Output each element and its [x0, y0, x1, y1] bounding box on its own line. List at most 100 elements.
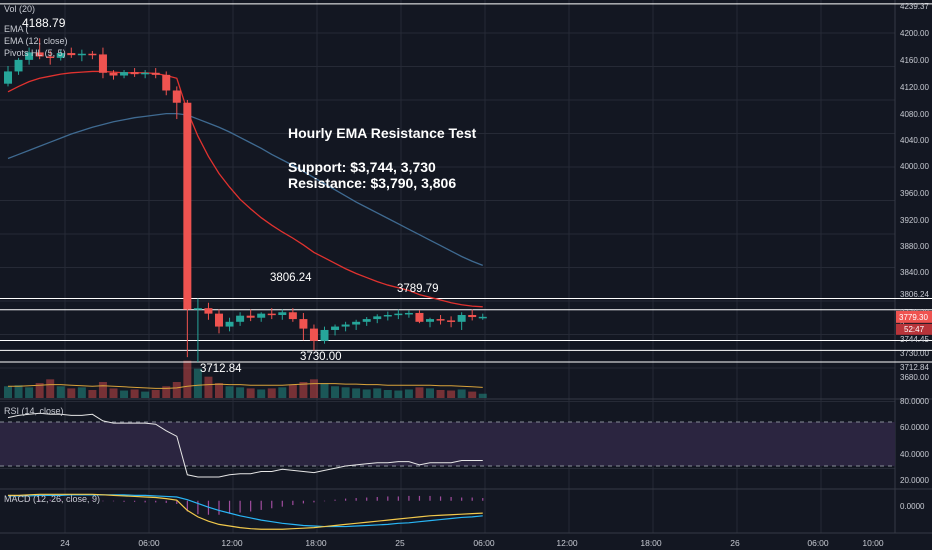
- candle-body: [309, 328, 318, 341]
- candle-body: [14, 59, 23, 72]
- legend-ema-slow[interactable]: EMA (: [4, 24, 29, 34]
- price-tick-label: 4000.00: [900, 162, 929, 171]
- volume-bar: [151, 390, 160, 398]
- price-tick-label: 3744.45: [900, 335, 929, 344]
- candle-body: [120, 72, 129, 76]
- macd-histogram-bar: [313, 500, 315, 503]
- candle-body: [25, 52, 34, 60]
- macd-histogram-bar: [439, 496, 442, 501]
- candle-body: [426, 319, 434, 322]
- time-tick-label: 06:00: [138, 538, 160, 548]
- pivot-label-3730: 3730.00: [300, 351, 342, 363]
- candle-body: [257, 313, 266, 318]
- annotation-title: Hourly EMA Resistance Test: [288, 125, 477, 141]
- candle-body: [172, 90, 181, 103]
- time-tick-label: 06:00: [473, 538, 495, 548]
- time-tick-label: 06:00: [807, 538, 829, 548]
- candle-body: [46, 56, 55, 58]
- price-tick-label: 4160.00: [900, 56, 929, 65]
- macd-histogram-bar: [186, 500, 188, 512]
- rsi-tick-label: 20.0000: [900, 476, 929, 485]
- candle-body: [215, 313, 223, 327]
- price-tick-label: 3712.84: [900, 363, 929, 372]
- candle-body: [267, 313, 276, 316]
- macd-histogram-bar: [397, 496, 399, 501]
- volume-bar: [215, 383, 223, 398]
- volume-bar: [172, 382, 181, 398]
- volume-bar: [120, 390, 129, 398]
- candle-body: [88, 53, 97, 56]
- volume-bar: [88, 390, 97, 398]
- candle-body: [151, 72, 160, 75]
- volume-bar: [404, 389, 413, 398]
- rsi-tick-label: 80.0000: [900, 397, 929, 406]
- macd-histogram-bar: [281, 500, 283, 507]
- volume-bar: [14, 385, 23, 398]
- macd-histogram-bar: [134, 500, 136, 502]
- macd-histogram-bar: [429, 495, 431, 501]
- legend-volume[interactable]: Vol (20): [4, 4, 36, 14]
- macd-histogram-bar: [355, 498, 357, 501]
- price-tick-label: 3880.00: [900, 242, 929, 251]
- volume-bar: [299, 382, 308, 398]
- pivot-label-3806: 3806.24: [270, 272, 312, 284]
- legend-rsi[interactable]: RSI (14, close): [4, 406, 64, 416]
- macd-histogram-bar: [28, 499, 30, 501]
- time-tick-label: 26: [730, 538, 740, 548]
- volume-bar: [141, 391, 150, 398]
- macd-histogram-bar: [228, 500, 231, 514]
- candle-body: [4, 71, 12, 84]
- time-tick-label: 25: [395, 538, 405, 548]
- macd-histogram-bar: [323, 500, 326, 502]
- price-tick-label: 4120.00: [900, 83, 929, 92]
- macd-tick-label: 0.0000: [900, 502, 925, 511]
- volume-bar: [436, 390, 445, 398]
- macd-histogram-bar: [197, 500, 199, 515]
- candle-body: [383, 314, 392, 317]
- volume-bar: [162, 386, 171, 398]
- time-tick-label: 12:00: [221, 538, 243, 548]
- price-tick-label: 4239.37: [900, 2, 929, 11]
- volume-bar: [46, 379, 55, 398]
- legend-pivots[interactable]: Pivots HL (5, 5): [4, 48, 66, 58]
- macd-histogram-bar: [376, 496, 378, 501]
- candle-body: [362, 319, 371, 322]
- legend-ema-fast[interactable]: EMA (12, close): [4, 36, 68, 46]
- volume-ma-line: [8, 383, 483, 389]
- macd-histogram-bar: [408, 495, 410, 501]
- volume-bar: [362, 389, 371, 398]
- macd-histogram-bar: [345, 498, 347, 501]
- volume-bar: [225, 386, 234, 398]
- candle-body: [457, 314, 466, 322]
- ema-slow-line: [7, 112, 483, 266]
- price-tick-label: 3806.24: [900, 290, 929, 299]
- candle-body: [56, 53, 65, 58]
- legend-high-pivot: 4188.79: [22, 16, 66, 30]
- annotation-support: Support: $3,744, 3,730: [288, 159, 436, 175]
- macd-histogram-bar: [49, 499, 51, 501]
- rsi-tick-label: 40.0000: [900, 450, 929, 459]
- macd-histogram-bar: [302, 500, 304, 504]
- volume-bar: [288, 384, 297, 398]
- volume-bar: [383, 390, 392, 398]
- volume-bar: [236, 387, 245, 398]
- candle-body: [193, 308, 202, 310]
- macd-histogram-bar: [176, 500, 178, 504]
- volume-bar: [478, 393, 487, 398]
- macd-histogram-bar: [144, 500, 146, 503]
- candle-body: [98, 54, 107, 73]
- macd-histogram-bar: [471, 497, 473, 501]
- price-tick-label: 3960.00: [900, 189, 929, 198]
- volume-bar: [77, 387, 86, 398]
- macd-histogram-bar: [123, 500, 125, 502]
- candle-body: [130, 72, 139, 75]
- volume-bar: [415, 387, 424, 398]
- volume-bar: [130, 389, 139, 398]
- macd-histogram-bar: [165, 500, 167, 503]
- volume-bar: [457, 389, 466, 398]
- candle-body: [288, 312, 297, 320]
- legend-macd[interactable]: MACD (12, 26, close, 9): [4, 494, 101, 504]
- candle-body: [278, 312, 287, 315]
